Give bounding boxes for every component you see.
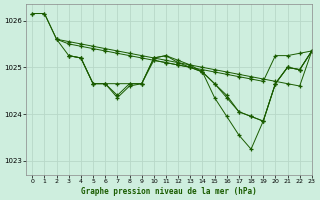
X-axis label: Graphe pression niveau de la mer (hPa): Graphe pression niveau de la mer (hPa) <box>81 187 257 196</box>
